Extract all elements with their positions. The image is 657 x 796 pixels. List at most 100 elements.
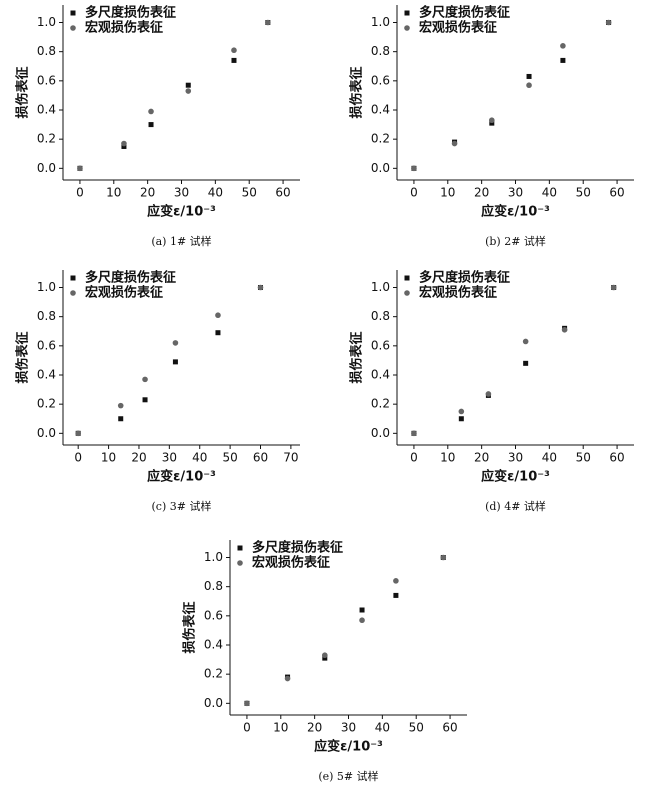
point <box>359 607 365 613</box>
x-tick-label: 0 <box>76 186 84 200</box>
point <box>322 655 328 661</box>
y-tick-label: 0.0 <box>204 696 223 710</box>
point <box>522 338 529 345</box>
legend-marker <box>70 25 76 31</box>
caption: (e) 5# 试样 <box>318 769 378 783</box>
legend-label: 多尺度损伤表征 <box>419 270 510 286</box>
x-tick-label: 30 <box>162 451 177 465</box>
legend-label: 宏观损伤表征 <box>252 555 330 571</box>
x-tick-label: 60 <box>609 186 624 200</box>
x-tick-label: 10 <box>440 451 455 465</box>
x-tick-label: 30 <box>174 186 189 200</box>
y-tick-label: 0.2 <box>371 132 390 146</box>
y-tick-label: 0.6 <box>37 73 56 87</box>
point <box>393 592 399 598</box>
x-tick-label: 20 <box>140 186 155 200</box>
legend-marker <box>404 10 410 16</box>
y-tick-label: 0.2 <box>371 397 390 411</box>
point <box>605 19 612 26</box>
panel: 0.0 0.2 0.4 0.6 0.8 1.0 0 10 20 30 40 50 60 70 应变ε/10⁻… <box>15 270 300 513</box>
x-tick-label: 60 <box>253 451 268 465</box>
caption: (b) 2# 试样 <box>485 234 546 248</box>
point <box>77 165 83 172</box>
x-tick-label: 50 <box>576 186 591 200</box>
point <box>231 57 237 63</box>
point <box>526 82 532 89</box>
point <box>526 73 532 79</box>
x-axis-label: 应变ε/10⁻³ <box>314 739 383 755</box>
x-tick-label: 60 <box>442 721 457 735</box>
point <box>215 312 221 319</box>
x-tick-label: 40 <box>542 186 557 200</box>
y-axis-label: 损伤表征 <box>349 66 365 118</box>
x-axis-label: 应变ε/10⁻³ <box>481 469 550 485</box>
x-tick-label: 20 <box>131 451 146 465</box>
y-tick-label: 0.4 <box>204 638 223 652</box>
legend-marker <box>237 545 243 551</box>
point <box>489 117 495 124</box>
point <box>75 430 81 437</box>
x-tick-label: 0 <box>74 451 82 465</box>
x-tick-label: 30 <box>341 721 356 735</box>
panel: 0.0 0.2 0.4 0.6 0.8 1.0 0 10 20 30 40 50 60 应变ε/10⁻³ 损… <box>349 5 634 248</box>
x-tick-label: 10 <box>273 721 288 735</box>
y-tick-label: 1.0 <box>204 550 223 564</box>
x-tick-label: 50 <box>222 451 237 465</box>
y-tick-label: 0.6 <box>371 338 390 352</box>
point <box>121 140 127 147</box>
y-tick-label: 0.0 <box>371 161 390 175</box>
x-tick-label: 40 <box>192 451 207 465</box>
legend-label: 宏观损伤表征 <box>419 285 497 301</box>
point <box>523 360 529 366</box>
point <box>148 122 154 128</box>
y-tick-label: 0.4 <box>371 103 390 117</box>
point <box>185 82 191 88</box>
legend-marker <box>404 275 410 281</box>
y-tick-label: 0.2 <box>37 397 56 411</box>
x-tick-label: 50 <box>242 186 257 200</box>
point <box>215 330 221 336</box>
x-tick-label: 10 <box>101 451 116 465</box>
point <box>451 140 458 147</box>
point <box>610 284 617 291</box>
point <box>359 617 365 624</box>
point <box>322 652 328 659</box>
y-tick-label: 0.0 <box>371 426 390 440</box>
point <box>148 108 154 115</box>
x-tick-label: 30 <box>508 186 523 200</box>
point <box>458 408 465 415</box>
caption: (d) 4# 试样 <box>485 499 546 513</box>
point <box>265 19 271 26</box>
point <box>284 675 291 682</box>
point <box>172 359 178 365</box>
y-tick-label: 0.8 <box>37 309 56 323</box>
y-tick-label: 1.0 <box>37 15 56 29</box>
legend-marker <box>70 10 76 16</box>
y-axis-label: 损伤表征 <box>15 331 31 383</box>
y-axis-label: 损伤表征 <box>15 66 31 118</box>
y-tick-label: 0.2 <box>37 132 56 146</box>
point <box>440 554 447 561</box>
x-tick-label: 50 <box>409 721 424 735</box>
point <box>485 391 492 397</box>
legend-label: 宏观损伤表征 <box>419 20 497 36</box>
y-tick-label: 0.8 <box>371 44 390 58</box>
x-axis-label: 应变ε/10⁻³ <box>147 469 216 485</box>
y-tick-label: 0.4 <box>37 368 56 382</box>
point <box>142 376 148 383</box>
x-tick-label: 0 <box>243 721 251 735</box>
legend-label: 多尺度损伤表征 <box>252 540 343 556</box>
x-tick-label: 20 <box>307 721 322 735</box>
y-tick-label: 0.8 <box>204 579 223 593</box>
x-tick-label: 0 <box>410 186 418 200</box>
point <box>231 47 237 54</box>
legend-label: 宏观损伤表征 <box>85 285 163 301</box>
x-tick-label: 20 <box>474 451 489 465</box>
y-tick-label: 0.2 <box>204 667 223 681</box>
y-tick-label: 0.4 <box>371 368 390 382</box>
y-tick-label: 0.6 <box>37 338 56 352</box>
point <box>172 340 179 346</box>
y-tick-label: 0.0 <box>37 161 56 175</box>
y-axis-label: 损伤表征 <box>349 331 365 383</box>
